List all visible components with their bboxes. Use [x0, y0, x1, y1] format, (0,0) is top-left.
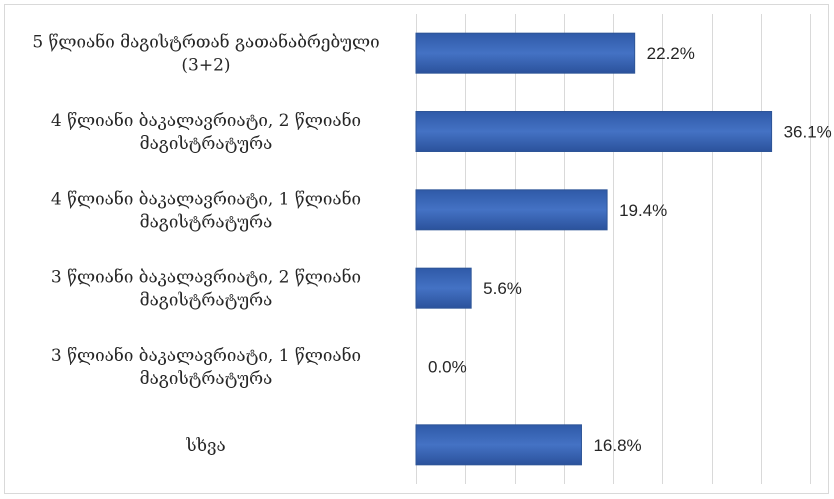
data-label: 19.4%: [619, 201, 667, 220]
gridlines: [416, 14, 811, 484]
bar: [415, 424, 582, 466]
category-label: 5 წლიანი მაგისტრთან გათანაბრებული (3+2): [32, 33, 379, 76]
data-label: 16.8%: [593, 436, 641, 455]
data-label: 0.0%: [428, 358, 467, 377]
data-label: 36.1%: [784, 123, 832, 142]
category-label: 4 წლიანი ბაკალავრიატი, 2 წლიანი მაგისტრატ…: [51, 111, 361, 154]
data-label: 22.2%: [647, 44, 695, 63]
bar: [415, 189, 608, 231]
bars: [415, 32, 773, 466]
category-label: 3 წლიანი ბაკალავრიატი, 1 წლიანი მაგისტრატ…: [51, 346, 361, 389]
category-label: სხვა: [185, 436, 225, 456]
value-labels: 22.2% 36.1% 19.4% 5.6% 0.0% 16.8%: [428, 44, 832, 455]
category-label: 4 წლიანი ბაკალავრიატი, 1 წლიანი მაგისტრატ…: [51, 189, 361, 232]
bar: [415, 32, 636, 74]
data-label: 5.6%: [483, 279, 522, 298]
bar: [415, 267, 472, 309]
category-labels: 5 წლიანი მაგისტრთან გათანაბრებული (3+2) 4 …: [32, 33, 379, 456]
bar: [415, 111, 773, 152]
category-label: 3 წლიანი ბაკალავრიატი, 2 წლიანი მაგისტრატ…: [51, 268, 361, 311]
